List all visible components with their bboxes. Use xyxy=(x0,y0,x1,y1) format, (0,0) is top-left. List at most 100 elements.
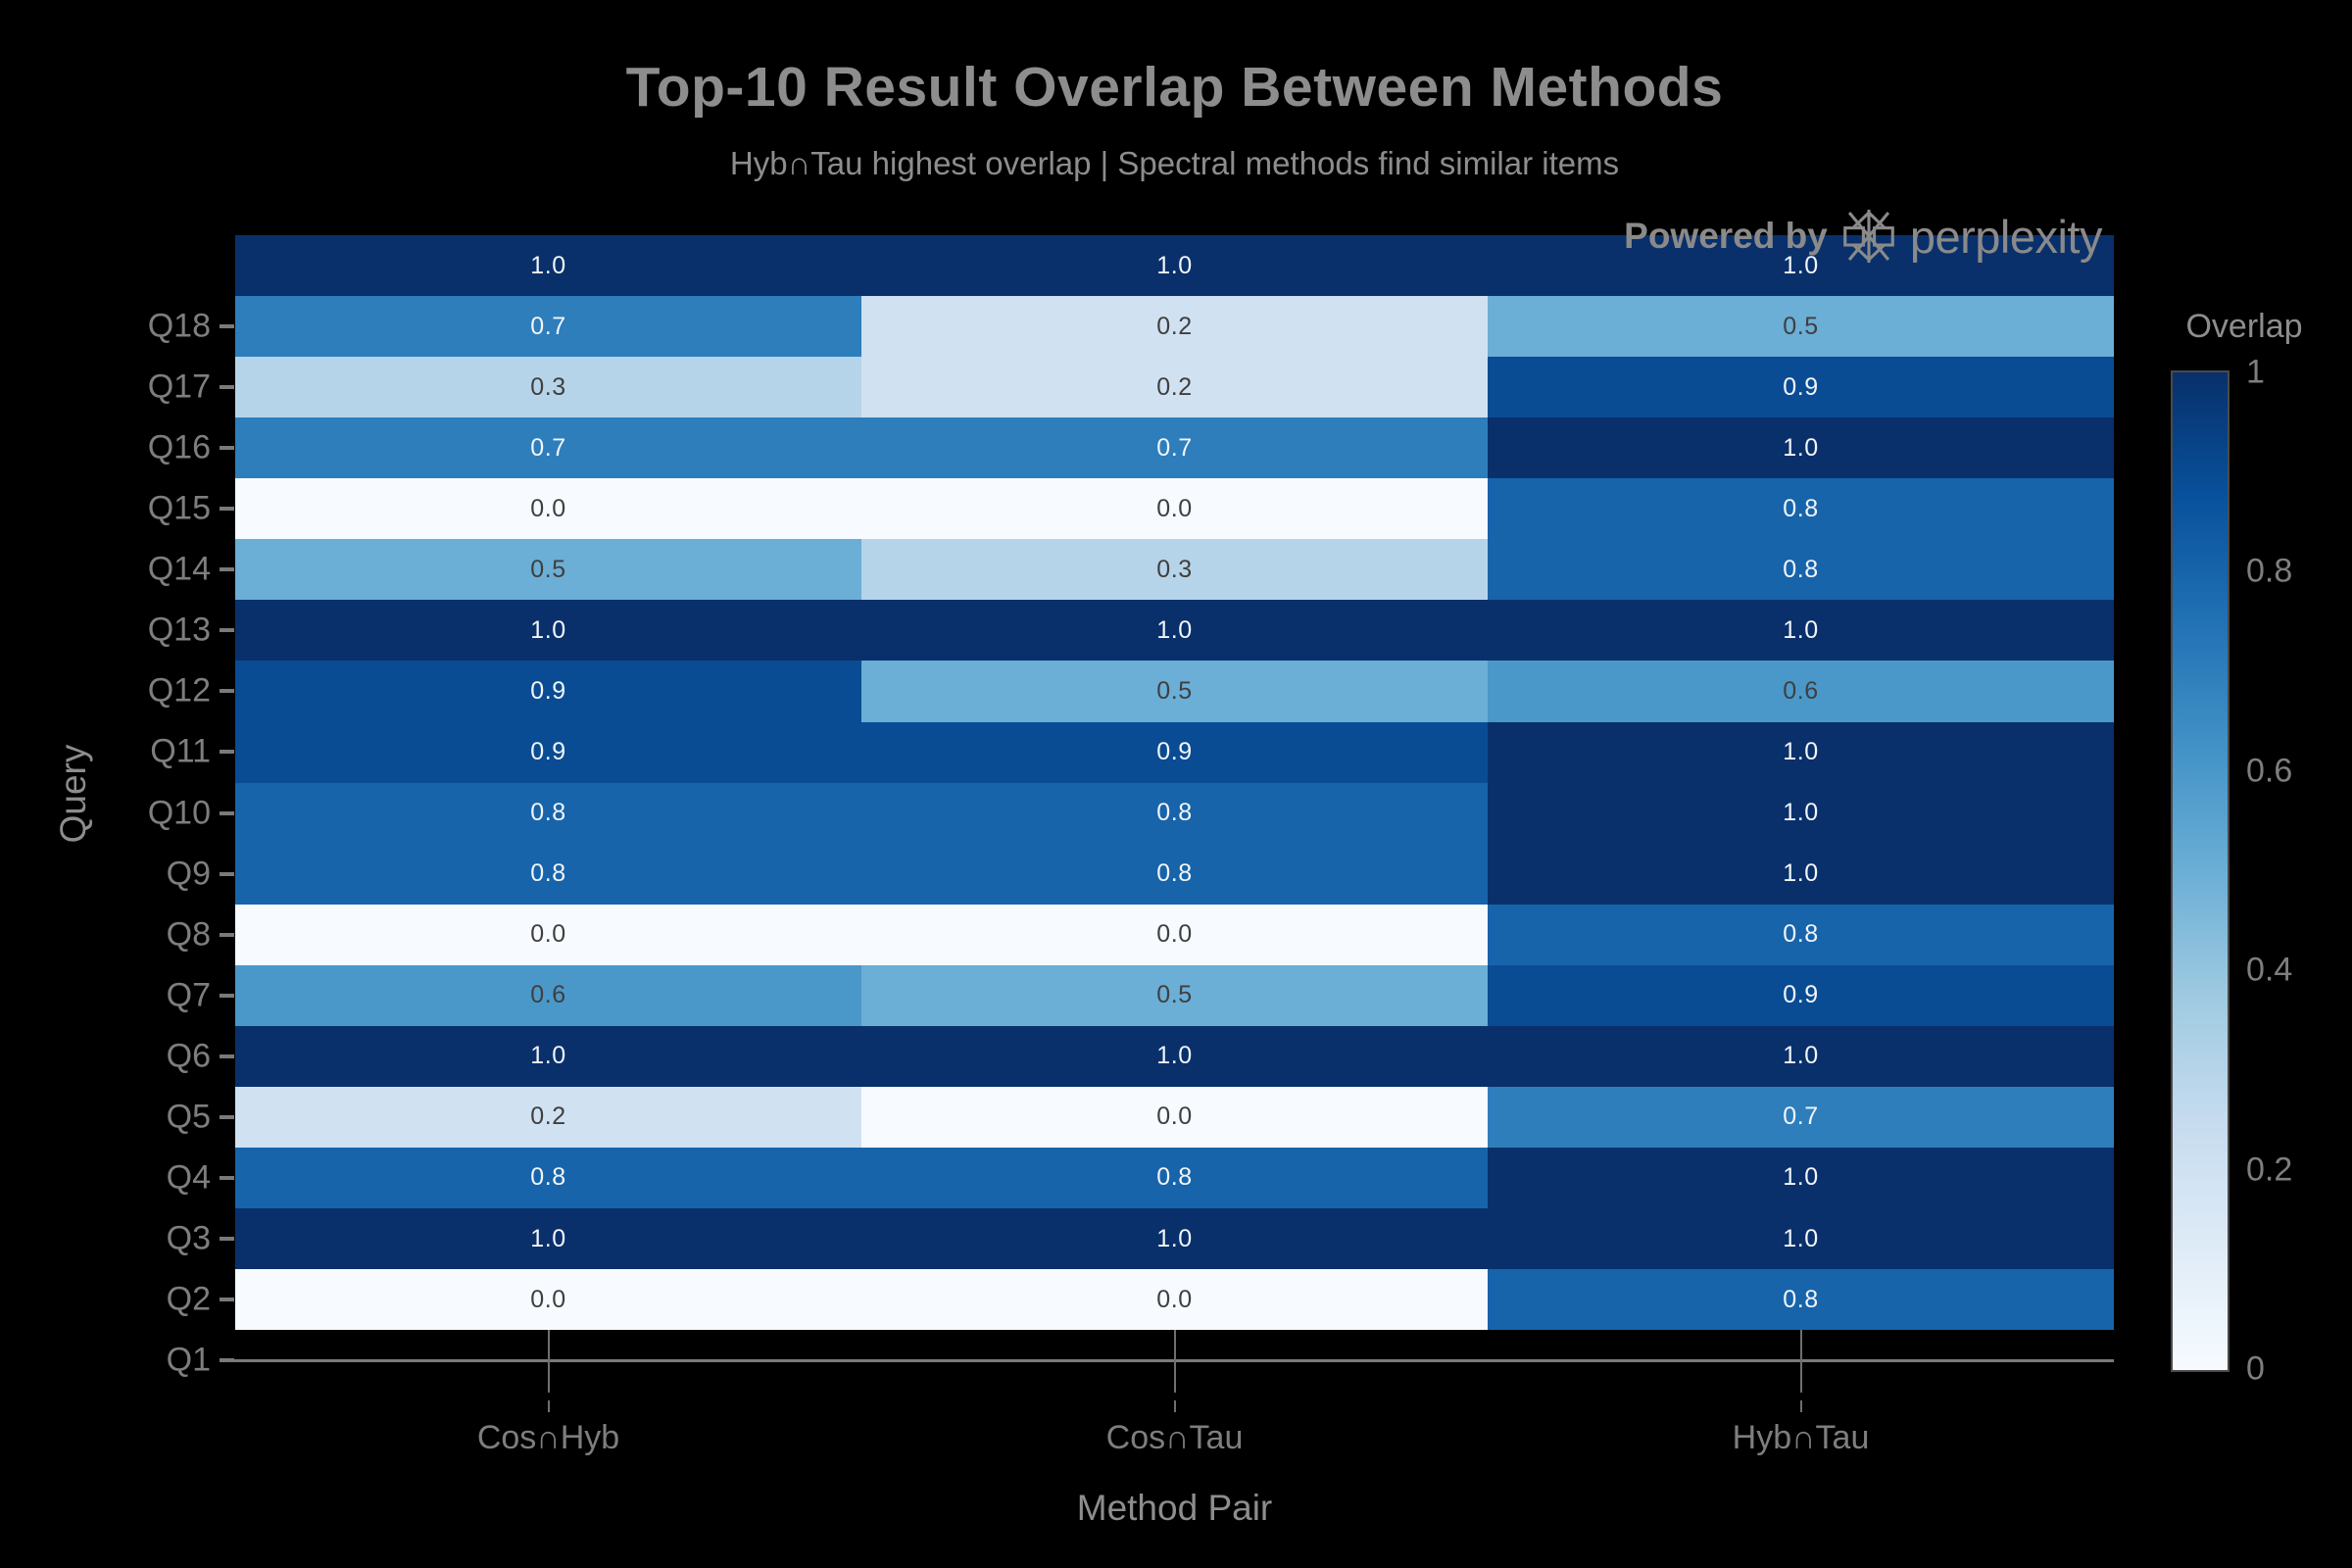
cell-value-label: 0.0 xyxy=(1156,920,1193,949)
y-axis-tick-mark xyxy=(220,446,234,451)
heatmap-cell: 0.2 xyxy=(235,1086,861,1148)
cell-value-label: 0.0 xyxy=(530,494,566,522)
heatmap-cell: 1.0 xyxy=(235,235,861,297)
heatmap-cell: 1.0 xyxy=(1488,1025,2114,1087)
heatmap-row: 0.6 0.5 0.9 xyxy=(235,964,2114,1026)
colorbar-tick-label: 0.8 xyxy=(2246,552,2293,590)
cell-value-label: 1.0 xyxy=(530,251,566,279)
heatmap-cell: 1.0 xyxy=(1488,417,2114,479)
heatmap-row: 1.0 1.0 1.0 xyxy=(235,235,2114,297)
cell-value-label: 0.0 xyxy=(530,920,566,949)
x-axis-tick-line xyxy=(1173,1400,1176,1412)
cell-value-label: 1.0 xyxy=(1156,1224,1193,1252)
y-axis-tick-mark xyxy=(220,567,234,572)
heatmap-cell: 1.0 xyxy=(861,1208,1488,1270)
cell-value-label: 0.9 xyxy=(1783,981,1819,1009)
heatmap-cell: 0.9 xyxy=(861,721,1488,783)
cell-value-label: 1.0 xyxy=(1783,433,1819,462)
heatmap-cell: 0.5 xyxy=(861,661,1488,722)
y-axis-tick-label: Q17 xyxy=(147,368,211,406)
y-axis-tick-label: Q15 xyxy=(147,489,211,527)
heatmap-cell: 1.0 xyxy=(1488,1147,2114,1208)
heatmap-cell: 0.3 xyxy=(235,357,861,418)
powered-by-attribution: Powered by perplexity xyxy=(1624,208,2103,265)
heatmap-row: 0.2 0.0 0.7 xyxy=(235,1086,2114,1148)
cell-value-label: 0.8 xyxy=(1783,555,1819,583)
heatmap-cell: 1.0 xyxy=(1488,235,2114,297)
cell-value-label: 1.0 xyxy=(1783,1224,1819,1252)
cell-value-label: 0.8 xyxy=(1156,859,1193,888)
heatmap-cell: 1.0 xyxy=(235,1025,861,1087)
heatmap-cell: 0.9 xyxy=(1488,964,2114,1026)
heatmap-cell: 1.0 xyxy=(1488,782,2114,844)
y-axis-tick-mark xyxy=(220,1114,234,1119)
heatmap-row: 0.0 0.0 0.8 xyxy=(235,478,2114,540)
heatmap-row: 1.0 1.0 1.0 xyxy=(235,1025,2114,1087)
heatmap-row: 0.0 0.0 0.8 xyxy=(235,1269,2114,1331)
cell-value-label: 0.9 xyxy=(1783,372,1819,401)
heatmap-cell: 0.7 xyxy=(235,417,861,479)
heatmap-row: 1.0 1.0 1.0 xyxy=(235,1208,2114,1270)
heatmap-cell: 0.0 xyxy=(861,1269,1488,1331)
heatmap-cell: 1.0 xyxy=(1488,600,2114,662)
heatmap-cell: 0.8 xyxy=(861,843,1488,905)
cell-value-label: 1.0 xyxy=(1156,251,1193,279)
y-axis-tick-label: Q16 xyxy=(147,428,211,466)
cell-value-label: 0.0 xyxy=(1156,1102,1193,1131)
heatmap-cell: 0.7 xyxy=(1488,1086,2114,1148)
cell-value-label: 0.6 xyxy=(1783,676,1819,705)
cell-value-label: 0.5 xyxy=(1783,312,1819,340)
heatmap-cell: 0.0 xyxy=(235,904,861,965)
y-axis-tick-mark xyxy=(220,993,234,998)
y-axis-tick-mark xyxy=(220,1236,234,1241)
cell-value-label: 1.0 xyxy=(1783,738,1819,766)
y-axis-tick-label: Q2 xyxy=(166,1280,211,1318)
cell-value-label: 0.3 xyxy=(530,372,566,401)
y-axis-tick-mark xyxy=(220,871,234,876)
heatmap-cell: 0.2 xyxy=(861,296,1488,358)
y-axis-tick-mark xyxy=(220,1297,234,1301)
x-axis-tick-line xyxy=(547,1400,550,1412)
heatmap-cell: 0.5 xyxy=(1488,296,2114,358)
heatmap-cell: 0.8 xyxy=(1488,478,2114,540)
colorbar-tick-label: 0.4 xyxy=(2246,951,2293,989)
heatmap-cell: 0.0 xyxy=(861,478,1488,540)
heatmap-cell: 0.3 xyxy=(861,539,1488,601)
cell-value-label: 0.0 xyxy=(1156,494,1193,522)
heatmap-cell: 1.0 xyxy=(1488,843,2114,905)
chart-title: Top-10 Result Overlap Between Methods xyxy=(625,56,1724,119)
heatmap-cell: 0.7 xyxy=(861,417,1488,479)
heatmap-cell: 0.8 xyxy=(235,1147,861,1208)
cell-value-label: 0.8 xyxy=(1783,494,1819,522)
y-axis-tick-label: Q8 xyxy=(166,915,211,954)
cell-value-label: 0.8 xyxy=(1783,1285,1819,1313)
heatmap-cell: 0.0 xyxy=(861,904,1488,965)
y-axis-tick-label: Q6 xyxy=(166,1037,211,1075)
cell-value-label: 0.8 xyxy=(530,799,566,827)
cell-value-label: 0.8 xyxy=(1156,1163,1193,1192)
colorbar-tick-label: 1 xyxy=(2246,353,2265,391)
cell-value-label: 1.0 xyxy=(1783,799,1819,827)
perplexity-wordmark: perplexity xyxy=(1909,210,2103,263)
y-axis-tick-label: Q5 xyxy=(166,1098,211,1136)
x-axis-tick-line xyxy=(547,1330,550,1393)
y-axis-tick-label: Q1 xyxy=(166,1341,211,1379)
cell-value-label: 1.0 xyxy=(1156,615,1193,644)
y-axis-tick-mark xyxy=(220,689,234,694)
heatmap-cell: 0.6 xyxy=(235,964,861,1026)
cell-value-label: 0.5 xyxy=(1156,676,1193,705)
x-axis-tick-line xyxy=(1799,1400,1802,1412)
colorbar-tick-label: 0 xyxy=(2246,1349,2265,1388)
y-axis-tick-mark xyxy=(220,628,234,633)
heatmap-cell: 1.0 xyxy=(235,600,861,662)
chart-subtitle: Hyb∩Tau highest overlap | Spectral metho… xyxy=(729,145,1620,181)
heatmap-row: 0.3 0.2 0.9 xyxy=(235,357,2114,418)
cell-value-label: 0.2 xyxy=(1156,312,1193,340)
y-axis-tick-mark xyxy=(220,932,234,937)
y-axis-tick-label: Q13 xyxy=(147,611,211,649)
cell-value-label: 0.9 xyxy=(530,738,566,766)
cell-value-label: 1.0 xyxy=(530,615,566,644)
cell-value-label: 0.8 xyxy=(1156,799,1193,827)
cell-value-label: 1.0 xyxy=(1783,859,1819,888)
heatmap-cell: 0.0 xyxy=(861,1086,1488,1148)
